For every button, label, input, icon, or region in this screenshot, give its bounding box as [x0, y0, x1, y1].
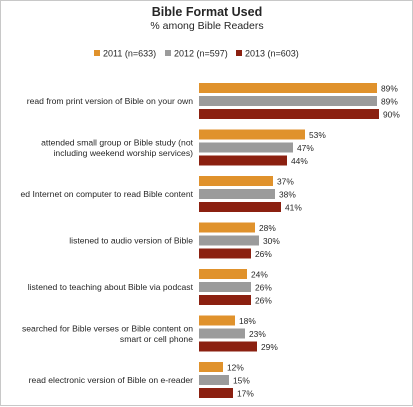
bar — [199, 83, 377, 93]
bar — [199, 235, 259, 246]
bar — [199, 269, 247, 279]
category-label: smart or cell phone — [120, 334, 193, 344]
bar — [199, 129, 305, 140]
value-label: 26% — [255, 249, 272, 259]
bar — [199, 155, 287, 166]
value-label: 24% — [251, 270, 268, 280]
value-label: 18% — [239, 316, 256, 326]
value-label: 12% — [227, 363, 244, 373]
bar — [199, 176, 273, 186]
value-label: 47% — [297, 143, 314, 153]
bar — [199, 388, 233, 398]
value-label: 37% — [277, 177, 294, 187]
value-label: 29% — [261, 342, 278, 352]
value-label: 23% — [249, 329, 266, 339]
value-label: 26% — [255, 296, 272, 306]
bar — [199, 189, 275, 199]
category-label: read from print version of Bible on your… — [27, 96, 193, 106]
chart-subtitle: % among Bible Readers — [150, 20, 263, 32]
category-labels: read from print version of Bible on your… — [21, 96, 194, 385]
legend-swatch-0 — [94, 50, 100, 56]
category-label: including weekend worship services) — [54, 148, 194, 158]
value-label: 90% — [383, 110, 400, 120]
legend: 2011 (n=633) 2012 (n=597) 2013 (n=603) — [94, 49, 299, 59]
bar — [199, 375, 229, 385]
value-label: 89% — [381, 84, 398, 94]
chart-title: Bible Format Used — [152, 5, 262, 19]
bar — [199, 109, 379, 119]
bar — [199, 315, 235, 326]
category-label: attended small group or Bible study (not — [41, 137, 194, 147]
value-label: 41% — [285, 203, 302, 213]
value-label: 89% — [381, 97, 398, 107]
bar — [199, 362, 223, 372]
category-label: read electronic version of Bible on e-re… — [29, 375, 193, 385]
bar — [199, 328, 245, 339]
bar — [199, 295, 251, 305]
legend-label-1: 2012 (n=597) — [174, 49, 228, 59]
value-label: 30% — [263, 236, 280, 246]
value-label: 53% — [309, 130, 326, 140]
value-label: 44% — [291, 156, 308, 166]
legend-label-2: 2013 (n=603) — [245, 49, 299, 59]
category-label: searched for Bible verses or Bible conte… — [22, 323, 193, 333]
value-label: 17% — [237, 389, 254, 399]
bar — [199, 142, 293, 153]
bar — [199, 96, 377, 106]
value-label: 26% — [255, 283, 272, 293]
category-label: listened to audio version of Bible — [69, 236, 193, 246]
value-label: 38% — [279, 190, 296, 200]
category-label: ed Internet on computer to read Bible co… — [21, 189, 194, 199]
bar — [199, 248, 251, 259]
bar — [199, 341, 257, 352]
bar — [199, 222, 255, 233]
bar — [199, 282, 251, 292]
bar — [199, 202, 281, 212]
value-label: 15% — [233, 376, 250, 386]
bars — [199, 83, 379, 398]
value-label: 28% — [259, 223, 276, 233]
legend-swatch-2 — [236, 50, 242, 56]
value-labels: 89% 89% 90% 53% 47% 44% 37% 38% 41% 28% 30% 26% 24% 2… — [227, 84, 400, 399]
legend-label-0: 2011 (n=633) — [103, 49, 156, 59]
category-label: listened to teaching about Bible via pod… — [28, 282, 194, 292]
legend-swatch-1 — [165, 50, 171, 56]
